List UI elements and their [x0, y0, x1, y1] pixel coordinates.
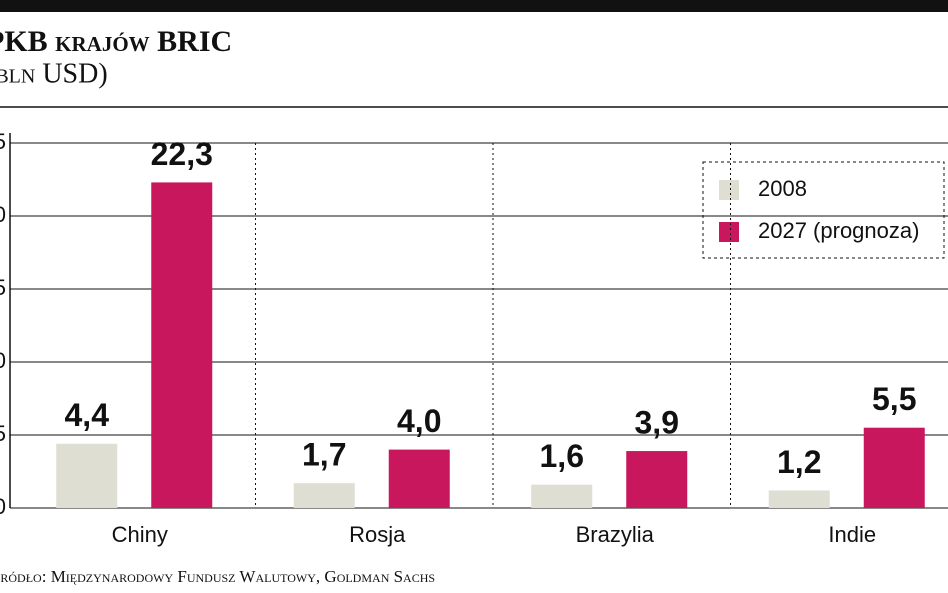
bar: [863, 427, 925, 508]
chart-title: PKB krajów BRIC: [0, 25, 232, 58]
value-label: 1,2: [777, 444, 821, 480]
y-tick-label: 25: [0, 129, 6, 154]
bar: [293, 483, 355, 508]
bar: [151, 182, 213, 509]
value-label: 5,5: [872, 381, 916, 417]
legend-label: 2008: [758, 176, 807, 201]
bar: [531, 484, 593, 508]
x-tick-label: Indie: [828, 522, 876, 547]
value-label: 4,4: [65, 397, 110, 433]
x-tick-label: Rosja: [349, 522, 406, 547]
legend-box: [702, 161, 945, 259]
y-tick-label: 15: [0, 275, 6, 300]
bar: [56, 443, 118, 508]
source: Źródło: Międzynarodowy Fundusz Walutowy,…: [0, 567, 435, 586]
value-label: 3,9: [635, 405, 679, 441]
value-label: 4,0: [397, 403, 441, 439]
legend-swatch: [719, 222, 739, 242]
bar: [388, 449, 450, 508]
y-tick-label: 5: [0, 421, 6, 446]
value-label: 22,3: [151, 136, 213, 172]
y-tick-label: 10: [0, 348, 6, 373]
legend: 2008 2027 (prognoza): [702, 161, 945, 259]
legend-label: 2027 (prognoza): [758, 218, 919, 243]
x-tick-label: Chiny: [112, 522, 168, 547]
value-label: 1,6: [540, 438, 584, 474]
value-label: 1,7: [302, 437, 346, 473]
top-bar: [0, 0, 948, 12]
x-tick-label: Brazylia: [576, 522, 655, 547]
bar: [768, 490, 830, 508]
chart-subtitle: (bln USD): [0, 58, 108, 89]
y-tick-label: 20: [0, 202, 6, 227]
y-tick-label: 0: [0, 494, 6, 519]
legend-swatch: [719, 180, 739, 200]
bar: [626, 451, 688, 508]
